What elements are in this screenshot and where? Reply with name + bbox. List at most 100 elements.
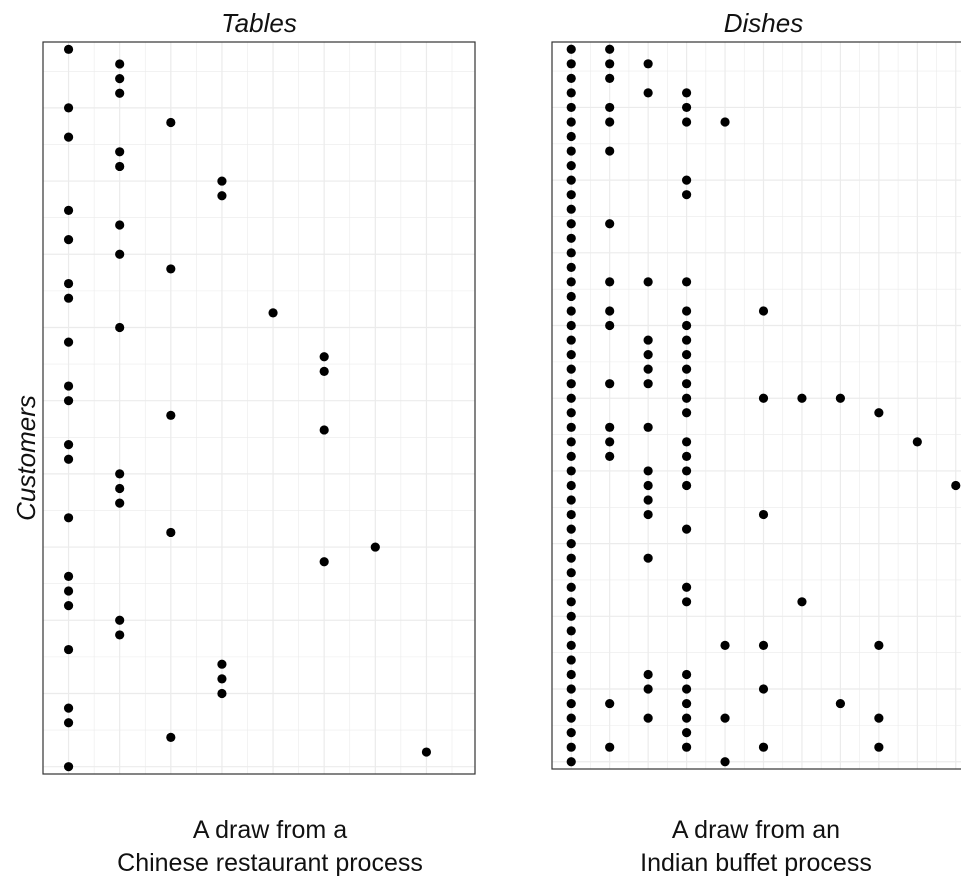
tables-point [115,88,125,98]
dishes-point [681,364,692,374]
dishes-point [681,117,692,127]
dishes-point [566,568,576,578]
dishes-point [758,640,769,651]
caption-dishes: A draw from an Indian buffet process [596,814,916,880]
dishes-point [566,408,576,418]
dishes-point [605,451,615,461]
tables-point [115,483,125,494]
tables-point [63,703,74,713]
tables-point [319,425,329,435]
tables-point [217,191,227,201]
caption-dishes-line-2: Indian buffet process [640,849,872,877]
dishes-point [681,335,692,345]
tables-point [115,147,125,157]
dishes-point [566,480,576,491]
dishes-point [643,59,653,69]
dishes-point [681,320,692,331]
dishes-point [605,422,615,432]
dishes-point [605,306,615,316]
dishes-point [835,698,846,709]
dishes-point [681,379,692,389]
dishes-point [566,698,576,709]
dishes-point [643,379,653,389]
tables-point [63,337,74,347]
dishes-point [566,655,576,665]
dishes-point [720,117,730,127]
tables-point [63,513,74,523]
dishes-point [605,146,615,156]
tables-point [115,249,125,259]
dishes-point [797,597,807,607]
dishes-point [681,88,692,98]
tables-point [115,161,125,172]
tables-point [217,659,227,669]
dishes-point [566,713,576,723]
dishes-point [566,160,576,171]
dishes-point [566,466,576,476]
dishes-point [758,742,769,752]
tables-point [217,688,227,699]
dishes-point [681,437,692,447]
tables-point [63,762,74,772]
dishes-point [566,190,576,200]
dishes-point [681,350,692,360]
dishes-point [681,597,692,607]
y-axis-title: Customers [11,395,41,521]
dishes-point [874,742,884,752]
tables-point [217,176,227,186]
dishes-point [605,44,615,54]
dishes-point [566,553,576,563]
dishes-point [566,669,576,680]
tables-point [63,601,74,611]
dishes-point [681,102,692,113]
dishes-point [643,335,653,345]
dishes-point [605,219,615,229]
dishes-point [566,757,576,767]
tables-point [217,674,227,684]
dishes-point [720,757,730,767]
dishes-point [951,480,961,491]
dishes-point [566,219,576,229]
dishes-point [566,59,576,69]
tables-point [63,454,74,464]
dishes-point [566,248,576,258]
tables-point [63,278,74,289]
dishes-point [566,262,576,272]
dishes-point [566,350,576,360]
tables-point [63,396,74,406]
caption-dishes-line-1: A draw from an [671,816,841,844]
dishes-point [874,640,884,651]
caption-tables-line-1: A draw from a [192,816,348,844]
tables-point [166,732,176,743]
dishes-point [643,495,653,505]
dishes-point [681,408,692,418]
tables-point [63,381,74,391]
tables-point [115,615,125,625]
tables-point [63,440,74,450]
dishes-point [681,582,692,592]
dishes-point [758,306,769,316]
dishes-plot-background [552,42,961,769]
dishes-point [643,350,653,360]
dishes-point [566,393,576,403]
tables-point [63,235,74,245]
tables-point [166,264,176,274]
dishes-point [566,44,576,54]
tables-point [319,557,329,567]
dishes-point [605,437,615,447]
dishes-point [566,582,576,592]
dishes-point [681,669,692,680]
dishes-point [758,684,769,694]
tables-point [319,352,329,362]
dishes-point [681,306,692,316]
dishes-point [681,480,692,491]
dishes-point [681,466,692,476]
tables-point [421,747,432,757]
dishes-point [681,742,692,752]
dishes-point [643,669,653,680]
dishes-point [874,408,884,418]
dishes-point [681,713,692,723]
dishes-point [566,335,576,345]
dishes-point [681,451,692,461]
